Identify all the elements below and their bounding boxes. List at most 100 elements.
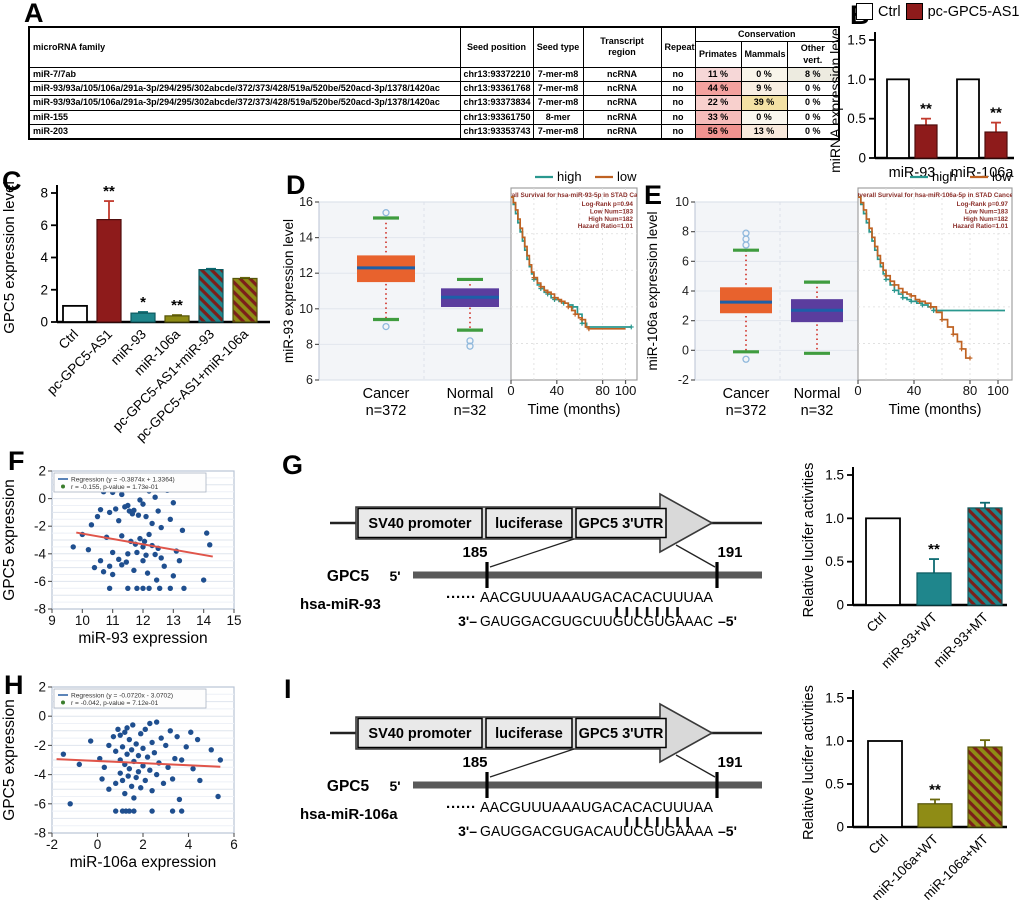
svg-text:GPC5 3'UTR: GPC5 3'UTR <box>579 516 664 532</box>
svg-text:GPC5 expression: GPC5 expression <box>1 479 18 600</box>
panel-g-bar-chart: 0 0.5 1.0 1.5 Relative lucifer activities Ctr… <box>801 463 1007 671</box>
panel-i-bar-chart-bars <box>867 739 1003 828</box>
svg-text:185: 185 <box>462 754 487 771</box>
svg-text:Time (months): Time (months) <box>889 402 982 418</box>
table-cell: chr13:93353743 <box>459 123 534 140</box>
svg-text:2: 2 <box>40 282 48 297</box>
table-cell: 8 % <box>786 66 840 83</box>
svg-text:1.0: 1.0 <box>825 734 844 749</box>
svg-text:1.0: 1.0 <box>825 511 844 526</box>
col-header: Transcript region <box>582 26 662 68</box>
svg-text:40: 40 <box>550 383 564 398</box>
svg-text:0.5: 0.5 <box>825 777 844 792</box>
svg-text:-4: -4 <box>34 546 46 561</box>
table-cell: miR-203 <box>28 123 461 140</box>
table-row: miR-155 chr13:93361750 8-mer ncRNA no 33 % 0 %… <box>28 109 840 125</box>
svg-text:1.0: 1.0 <box>847 72 866 87</box>
table-cell: miR-93/93a/105/106a/291a-3p/294/295/302a… <box>28 95 461 111</box>
svg-text:*: * <box>140 294 146 311</box>
table-cell: 11 % <box>694 66 742 83</box>
svg-text:**: ** <box>920 101 932 118</box>
svg-text:2: 2 <box>38 464 46 479</box>
svg-text:3'–: 3'– <box>458 823 477 839</box>
svg-text:1.5: 1.5 <box>825 691 844 706</box>
svg-text:0: 0 <box>854 383 861 398</box>
svg-text:**: ** <box>929 781 941 798</box>
mirna-table: microRNA family Seed position Seed type Tra… <box>28 26 840 140</box>
svg-text:Ctrl: Ctrl <box>864 610 889 635</box>
svg-text:0: 0 <box>40 315 48 330</box>
svg-text:GAUGGACGUGCUUGUCGUGAAAC: GAUGGACGUGCUUGUCGUGAAAC <box>480 614 713 630</box>
svg-text:high: high <box>932 169 957 184</box>
panel-a-label: A <box>24 0 44 28</box>
svg-text:miRNA expression level: miRNA expression level <box>827 25 843 173</box>
svg-text:luciferase: luciferase <box>495 516 563 532</box>
table-cell: chr13:93361750 <box>459 109 534 125</box>
table-cell: chr13:93372210 <box>459 66 534 83</box>
svg-text:10: 10 <box>299 302 313 316</box>
svg-text:0.5: 0.5 <box>847 111 866 126</box>
table-cell: no <box>660 66 696 83</box>
svg-text:n=372: n=372 <box>726 403 767 419</box>
svg-text:GPC5 expression level: GPC5 expression level <box>1 181 18 334</box>
panel-d-label: D <box>286 170 306 200</box>
svg-text:Hazard Ratio=1.01: Hazard Ratio=1.01 <box>578 223 634 230</box>
svg-text:Log-Rank p=0.94: Log-Rank p=0.94 <box>582 201 634 208</box>
table-cell: 44 % <box>694 80 742 97</box>
svg-text:–5': –5' <box>718 613 737 629</box>
svg-text:Ctrl: Ctrl <box>56 327 81 352</box>
svg-text:miR-106a: miR-106a <box>951 165 1015 181</box>
table-cell: 0 % <box>740 66 788 83</box>
svg-text:······: ······ <box>446 799 476 816</box>
table-cell: 7-mer-m8 <box>532 95 584 111</box>
svg-text:Low Num=183: Low Num=183 <box>965 208 1009 215</box>
svg-text:5': 5' <box>389 568 400 584</box>
svg-text:**: ** <box>990 105 1002 122</box>
table-cell: 56 % <box>694 123 742 140</box>
svg-text:n=372: n=372 <box>366 403 407 419</box>
svg-text:2: 2 <box>139 837 147 852</box>
legend-swatch-pc-gpc5-as1 <box>905 3 923 20</box>
table-cell: 7-mer-m8 <box>532 123 584 140</box>
conservation-subheader: Mammals <box>740 41 788 68</box>
table-cell: 7-mer-m8 <box>532 66 584 83</box>
svg-text:Regression (y = -0.3874x + 1.3: Regression (y = -0.3874x + 1.3364) <box>71 477 175 484</box>
table-cell: ncRNA <box>582 95 662 111</box>
panel-i-construct-diagram: SV40 promoter luciferase GPC5 3'UTR 185 191 G… <box>300 702 762 840</box>
svg-text:miR-106a expression level: miR-106a expression level <box>645 211 660 370</box>
svg-text:hsa-miR-93: hsa-miR-93 <box>300 596 381 613</box>
table-cell: miR-7/7ab <box>28 66 461 83</box>
svg-text:0: 0 <box>94 837 102 852</box>
svg-text:-6: -6 <box>34 574 46 589</box>
svg-text:······: ······ <box>446 589 476 606</box>
panel-f-label: F <box>8 446 25 476</box>
svg-text:High Num=182: High Num=182 <box>963 216 1008 223</box>
svg-text:16: 16 <box>299 195 313 209</box>
svg-text:AACGUUUAAAUGACACACUUUAA: AACGUUUAAAUGACACACUUUAA <box>480 800 713 816</box>
svg-text:9: 9 <box>48 613 56 628</box>
svg-text:-8: -8 <box>34 602 46 617</box>
svg-text:0: 0 <box>38 491 46 506</box>
table-row: miR-203 chr13:93353743 7-mer-m8 ncRNA no 56 %… <box>28 123 840 140</box>
svg-text:2: 2 <box>682 314 689 328</box>
panel-b-bar-chart-bars <box>886 78 1008 159</box>
svg-text:100: 100 <box>615 383 637 398</box>
svg-text:n=32: n=32 <box>801 403 834 419</box>
svg-text:Time (months): Time (months) <box>528 402 621 418</box>
col-header: microRNA family <box>28 26 461 68</box>
table-cell: 22 % <box>694 95 742 111</box>
svg-text:12: 12 <box>135 613 150 628</box>
svg-text:-4: -4 <box>34 767 46 782</box>
svg-text:Cancer: Cancer <box>363 386 410 402</box>
svg-text:185: 185 <box>462 544 487 561</box>
svg-text:4: 4 <box>185 837 193 852</box>
svg-text:0: 0 <box>38 709 46 724</box>
svg-text:low: low <box>992 169 1012 184</box>
svg-text:-6: -6 <box>34 796 46 811</box>
svg-text:14: 14 <box>299 231 313 245</box>
svg-text:191: 191 <box>717 754 742 771</box>
panel-b-bar-chart: 0 0.5 1.0 1.5 miRNA expression level ** ** miR-… <box>827 25 1015 181</box>
svg-text:–5': –5' <box>718 823 737 839</box>
panel-g-construct-diagram: SV40 promoter luciferase GPC5 3'UTR 185 191 G… <box>300 492 762 630</box>
panel-e-label: E <box>644 180 663 210</box>
